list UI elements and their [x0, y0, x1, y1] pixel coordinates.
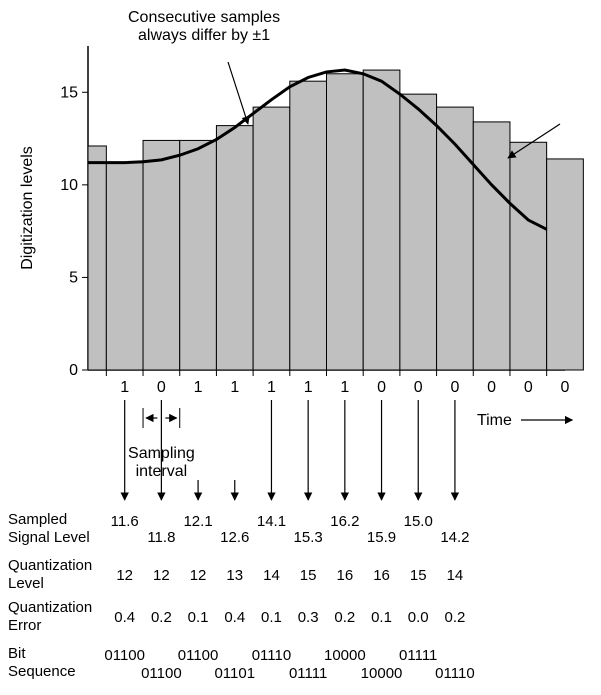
- row-label: Sequence: [8, 663, 76, 680]
- y-tick-label: 15: [60, 84, 78, 101]
- bar: [216, 126, 253, 370]
- sampled-value: 15.0: [404, 513, 433, 530]
- bar: [180, 140, 217, 370]
- bit-sequence: 01111: [399, 647, 437, 664]
- sampled-value: 11.8: [147, 529, 175, 546]
- bit-sequence: 10000: [361, 665, 403, 682]
- bit-label: 1: [120, 379, 129, 396]
- sampled-value: 11.6: [111, 513, 139, 530]
- bit-label: 0: [377, 379, 386, 396]
- sampled-value: 16.2: [330, 513, 359, 530]
- quant-level: 12: [116, 567, 133, 584]
- quant-error: 0.1: [371, 609, 392, 626]
- bar: [290, 81, 327, 370]
- row-label: Signal Level: [8, 529, 90, 546]
- bit-sequence: 01110: [252, 647, 292, 664]
- y-axis-label: Digitization levels: [19, 146, 36, 270]
- quant-error: 0.0: [408, 609, 429, 626]
- bar: [400, 94, 437, 370]
- quant-error: 0.2: [444, 609, 465, 626]
- annotation-line2: always differ by ±1: [138, 27, 270, 44]
- bit-sequence: 01110: [435, 665, 475, 682]
- quant-error: 0.2: [334, 609, 355, 626]
- bit-label: 0: [524, 379, 533, 396]
- quant-error: 0.2: [151, 609, 172, 626]
- digitization-diagram: 051015Digitization levelsConsecutive sam…: [0, 0, 601, 695]
- quant-level: 12: [153, 567, 170, 584]
- quant-level: 14: [447, 567, 464, 584]
- bit-label: 1: [230, 379, 239, 396]
- bar: [327, 74, 364, 370]
- row-label: Error: [8, 617, 41, 634]
- quant-level: 13: [226, 567, 243, 584]
- quant-error: 0.4: [224, 609, 245, 626]
- bit-sequence: 01111: [289, 665, 327, 682]
- bit-label: 0: [414, 379, 423, 396]
- bit-label: 1: [267, 379, 276, 396]
- bar: [363, 70, 400, 370]
- sampled-value: 15.3: [294, 529, 323, 546]
- quant-error: 0.1: [188, 609, 209, 626]
- row-label: Bit: [8, 645, 26, 662]
- quant-error: 0.4: [114, 609, 135, 626]
- time-label: Time: [477, 412, 512, 429]
- quant-level: 15: [410, 567, 427, 584]
- row-label: Quantization: [8, 557, 92, 574]
- quant-level: 16: [337, 567, 354, 584]
- bar: [88, 146, 106, 370]
- bit-label: 0: [487, 379, 496, 396]
- bar: [473, 122, 510, 370]
- bit-label: 1: [304, 379, 313, 396]
- sampled-value: 14.1: [257, 513, 286, 530]
- quant-level: 12: [190, 567, 207, 584]
- bar: [253, 107, 290, 370]
- quant-level: 15: [300, 567, 317, 584]
- bit-label: 0: [450, 379, 459, 396]
- quant-error: 0.1: [261, 609, 282, 626]
- sampled-value: 15.9: [367, 529, 396, 546]
- bar: [547, 159, 584, 370]
- bar: [106, 163, 143, 370]
- bar: [143, 140, 180, 370]
- bar: [437, 107, 474, 370]
- y-tick-label: 5: [69, 269, 78, 286]
- quant-level: 14: [263, 567, 280, 584]
- sampled-value: 12.6: [220, 529, 249, 546]
- y-tick-label: 10: [60, 177, 78, 194]
- quant-level: 16: [373, 567, 390, 584]
- annotation-arrow: [228, 62, 248, 124]
- bit-sequence: 01101: [214, 665, 255, 682]
- annotation-line1: Consecutive samples: [128, 9, 280, 26]
- quant-error: 0.3: [298, 609, 319, 626]
- bit-sequence: 01100: [141, 665, 182, 682]
- row-label: Sampled: [8, 511, 67, 528]
- bar: [510, 142, 547, 370]
- row-label: Quantization: [8, 599, 92, 616]
- sampled-value: 12.1: [183, 513, 212, 530]
- sampled-value: 14.2: [440, 529, 469, 546]
- bit-label: 0: [157, 379, 166, 396]
- bit-label: 0: [561, 379, 570, 396]
- y-tick-label: 0: [69, 362, 78, 379]
- bit-label: 1: [194, 379, 203, 396]
- row-label: Level: [8, 575, 44, 592]
- bit-label: 1: [340, 379, 349, 396]
- bit-sequence: 01100: [178, 647, 219, 664]
- bit-sequence: 10000: [324, 647, 366, 664]
- bit-sequence: 01100: [104, 647, 145, 664]
